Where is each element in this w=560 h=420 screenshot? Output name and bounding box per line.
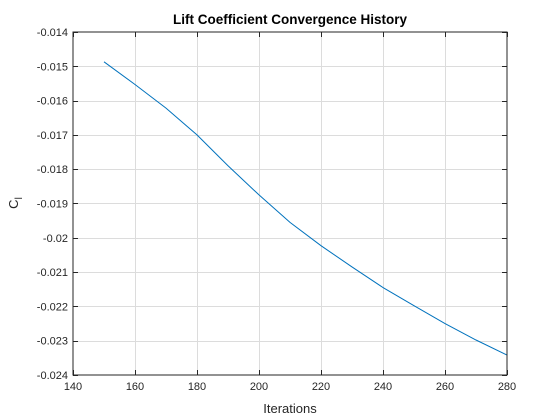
y-tick-label: -0.02 <box>43 233 68 245</box>
y-tick-label: -0.018 <box>37 164 68 176</box>
x-tick-label: 280 <box>498 381 516 393</box>
chart-title: Lift Coefficient Convergence History <box>173 12 408 27</box>
y-tick-label: -0.022 <box>37 301 68 313</box>
x-tick-label: 140 <box>64 381 82 393</box>
x-tick-label: 180 <box>188 381 206 393</box>
grid <box>73 32 507 375</box>
svg-text:Cl: Cl <box>6 197 25 209</box>
x-tick-label: 160 <box>126 381 144 393</box>
series-layer <box>103 61 508 356</box>
x-tick-label: 220 <box>312 381 330 393</box>
y-tick-label: -0.014 <box>37 27 68 39</box>
x-tick-label: 240 <box>374 381 392 393</box>
series-line <box>103 61 508 356</box>
x-tick-label: 200 <box>250 381 268 393</box>
tick-labels: 140 160 180 200 220 240 260 280 -0.024 -0.023 -0.0… <box>37 27 516 393</box>
y-tick-label: -0.021 <box>37 267 68 279</box>
y-tick-label: -0.024 <box>37 370 68 382</box>
y-tick-label: -0.016 <box>37 96 68 108</box>
y-tick-label: -0.015 <box>37 61 68 73</box>
y-axis-label: Cl <box>6 197 25 209</box>
ticks <box>73 32 508 376</box>
x-axis-label: Iterations <box>263 401 317 416</box>
y-tick-label: -0.017 <box>37 130 68 142</box>
x-tick-label: 260 <box>436 381 454 393</box>
y-tick-label: -0.023 <box>37 336 68 348</box>
y-axis-label-main: C <box>6 199 21 208</box>
y-axis-label-subscript: l <box>14 197 25 199</box>
y-tick-label: -0.019 <box>37 199 68 211</box>
